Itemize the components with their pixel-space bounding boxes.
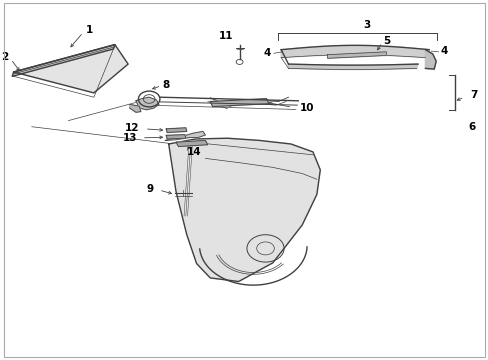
Polygon shape — [12, 45, 115, 76]
Polygon shape — [425, 50, 435, 69]
Polygon shape — [327, 52, 386, 58]
Text: 13: 13 — [122, 133, 137, 143]
Polygon shape — [14, 45, 128, 93]
Text: 1: 1 — [85, 25, 92, 35]
Polygon shape — [166, 135, 185, 139]
Text: 14: 14 — [186, 147, 201, 157]
Polygon shape — [281, 45, 428, 58]
Text: 2: 2 — [1, 51, 8, 62]
Text: 11: 11 — [219, 31, 233, 41]
Polygon shape — [136, 97, 159, 110]
Text: 12: 12 — [124, 123, 139, 133]
Polygon shape — [166, 128, 186, 132]
Polygon shape — [165, 131, 205, 140]
Text: 10: 10 — [299, 103, 314, 113]
Text: 4: 4 — [439, 46, 447, 56]
Text: 8: 8 — [163, 80, 169, 90]
Text: 4: 4 — [263, 48, 270, 58]
Polygon shape — [176, 140, 207, 147]
Polygon shape — [129, 104, 141, 112]
Text: 5: 5 — [383, 36, 390, 46]
Polygon shape — [168, 138, 320, 282]
Text: 7: 7 — [469, 90, 477, 100]
Text: 6: 6 — [467, 122, 474, 132]
Text: 3: 3 — [363, 20, 370, 30]
Text: 9: 9 — [146, 184, 153, 194]
Polygon shape — [210, 99, 268, 107]
Polygon shape — [288, 64, 417, 69]
